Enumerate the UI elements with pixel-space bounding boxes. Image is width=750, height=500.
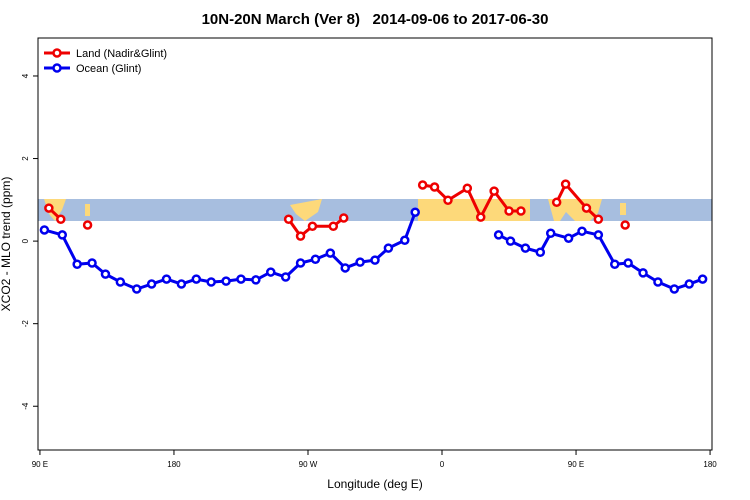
data-point xyxy=(221,276,231,286)
data-point xyxy=(131,284,142,294)
data-point xyxy=(87,258,97,268)
chart-title: 10N-20N March (Ver 8) 2014-09-06 to 2017… xyxy=(202,11,549,28)
data-point xyxy=(577,226,587,236)
data-point xyxy=(283,214,294,224)
data-point xyxy=(307,221,318,231)
data-point xyxy=(383,243,394,253)
data-point xyxy=(516,206,526,216)
data-point xyxy=(338,213,349,223)
data-point xyxy=(410,207,420,217)
data-point xyxy=(370,255,380,265)
plot-frame xyxy=(37,37,713,451)
data-point xyxy=(355,257,365,267)
y-tick-label: -2 xyxy=(21,320,30,328)
data-point xyxy=(251,275,261,285)
y-tick-label: 0 xyxy=(21,238,30,243)
data-point xyxy=(280,272,291,282)
x-tick-label: 90 E xyxy=(568,460,584,469)
data-point xyxy=(462,183,473,194)
data-point xyxy=(236,274,246,284)
data-point xyxy=(100,269,111,279)
data-point xyxy=(563,233,574,243)
x-tick-label: 90 W xyxy=(299,460,318,469)
x-tick-label: 0 xyxy=(440,460,445,469)
data-point xyxy=(56,214,66,224)
data-point xyxy=(593,230,604,240)
data-point xyxy=(39,225,50,235)
data-point xyxy=(489,186,499,196)
y-axis-label: XCO2 - MLO trend (ppm) xyxy=(0,177,13,312)
data-point xyxy=(325,248,336,258)
data-point xyxy=(620,220,630,230)
x-tick-label: 90 E xyxy=(32,460,48,469)
data-point xyxy=(115,277,126,287)
data-point xyxy=(493,230,504,240)
data-point xyxy=(295,258,306,268)
data-point xyxy=(44,203,54,213)
data-point xyxy=(72,259,82,269)
data-point xyxy=(545,228,556,239)
data-point xyxy=(610,259,620,269)
data-point xyxy=(340,263,350,273)
legend-label: Ocean (Glint) xyxy=(76,63,141,75)
x-tick-label: 180 xyxy=(167,460,181,469)
data-point xyxy=(581,203,592,213)
x-tick-label: 180 xyxy=(703,460,717,469)
data-point xyxy=(520,243,531,253)
data-point xyxy=(653,277,663,287)
data-point xyxy=(82,220,93,230)
data-point xyxy=(504,206,514,216)
y-tick-label: -4 xyxy=(21,402,30,410)
data-point xyxy=(505,236,516,246)
data-point xyxy=(697,274,708,284)
data-point xyxy=(623,258,633,268)
data-point xyxy=(146,279,157,289)
series-line xyxy=(44,211,704,291)
data-point xyxy=(161,274,172,284)
data-point xyxy=(57,230,68,240)
data-point xyxy=(400,235,410,246)
data-point xyxy=(429,182,440,192)
y-tick-label: 2 xyxy=(21,156,30,161)
data-point xyxy=(191,274,202,284)
x-axis-label: Longitude (deg E) xyxy=(327,477,422,491)
data-point xyxy=(535,247,546,258)
legend-marker xyxy=(52,48,62,58)
data-point xyxy=(328,221,339,231)
data-point xyxy=(669,284,680,294)
legend-marker xyxy=(52,63,62,73)
data-point xyxy=(443,195,453,205)
data-point xyxy=(206,277,216,287)
data-point xyxy=(295,231,306,241)
data-point xyxy=(475,212,486,222)
data-point xyxy=(176,279,187,289)
data-point xyxy=(638,268,648,278)
data-point xyxy=(310,254,321,265)
data-point xyxy=(684,279,694,289)
map-background xyxy=(38,199,712,221)
data-point xyxy=(560,179,571,189)
y-tick-label: 4 xyxy=(21,73,30,78)
data-point xyxy=(551,197,562,208)
legend: Land (Nadir&Glint) Ocean (Glint) xyxy=(44,48,167,75)
data-point xyxy=(417,180,428,190)
data-point xyxy=(593,214,604,224)
legend-label: Land (Nadir&Glint) xyxy=(76,48,167,60)
data-point xyxy=(266,267,276,277)
